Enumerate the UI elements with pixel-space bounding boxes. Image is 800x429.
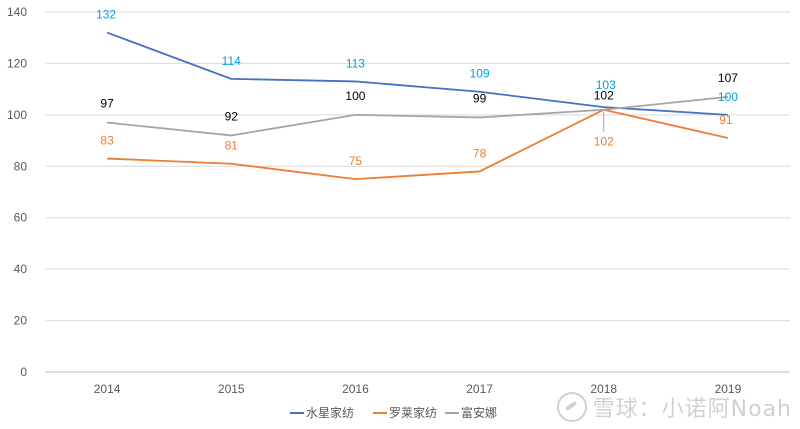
y-tick-label: 0: [20, 365, 27, 379]
data-label: 102: [594, 89, 614, 103]
x-tick-label: 2019: [715, 382, 742, 396]
grid-lines: [45, 11, 790, 373]
x-tick-label: 2018: [590, 382, 617, 396]
data-label: 99: [473, 91, 487, 105]
y-axis-ticks: 0 20 40 60 80 100 120 140: [7, 5, 27, 379]
data-label: 97: [100, 97, 114, 111]
data-label: 91: [719, 113, 733, 127]
y-tick-label: 140: [7, 5, 27, 19]
watermark-text: 雪球：小诺阿Noah: [592, 397, 792, 422]
x-tick-label: 2016: [342, 382, 369, 396]
data-label: 114: [222, 54, 241, 68]
y-tick-label: 80: [14, 159, 28, 173]
data-label: 81: [225, 139, 239, 153]
series-line-1: [107, 108, 729, 181]
x-tick-label: 2017: [466, 382, 493, 396]
x-axis-ticks: 2014 2015 2016 2017 2018 2019: [94, 382, 742, 396]
series-line-0: [106, 31, 728, 116]
y-tick-label: 120: [7, 56, 27, 70]
data-label: 103: [596, 78, 616, 92]
legend-label: 水星家纺: [306, 405, 354, 420]
y-tick-label: 100: [7, 108, 27, 122]
y-tick-label: 20: [14, 314, 28, 328]
data-label: 102: [594, 135, 614, 149]
data-label: 113: [346, 56, 365, 70]
x-tick-label: 2015: [218, 382, 245, 396]
data-label: 132: [96, 8, 116, 22]
legend: 水星家纺 罗莱家纺 富安娜: [290, 405, 497, 420]
watermark: 雪球：小诺阿Noah: [556, 391, 792, 423]
data-label: 100: [718, 90, 738, 104]
x-tick-label: 2014: [94, 382, 121, 396]
legend-label: 罗莱家纺: [389, 405, 437, 420]
series-line-2: [106, 95, 729, 137]
y-tick-label: 40: [14, 262, 28, 276]
data-label: 107: [718, 71, 738, 85]
data-label: 75: [349, 154, 363, 168]
y-tick-label: 60: [14, 211, 28, 225]
data-label: 83: [100, 134, 114, 148]
data-labels: 132 114 113 109 103 100 83 81 75 78 102 91 97 92 100 99…: [96, 8, 738, 169]
legend-label: 富安娜: [461, 405, 497, 420]
data-label: 92: [225, 109, 239, 123]
data-label: 78: [473, 146, 487, 160]
series-lines: [106, 31, 729, 181]
data-label: 100: [345, 89, 365, 103]
data-label: 109: [470, 67, 490, 81]
snowball-logo-icon: [556, 392, 587, 422]
